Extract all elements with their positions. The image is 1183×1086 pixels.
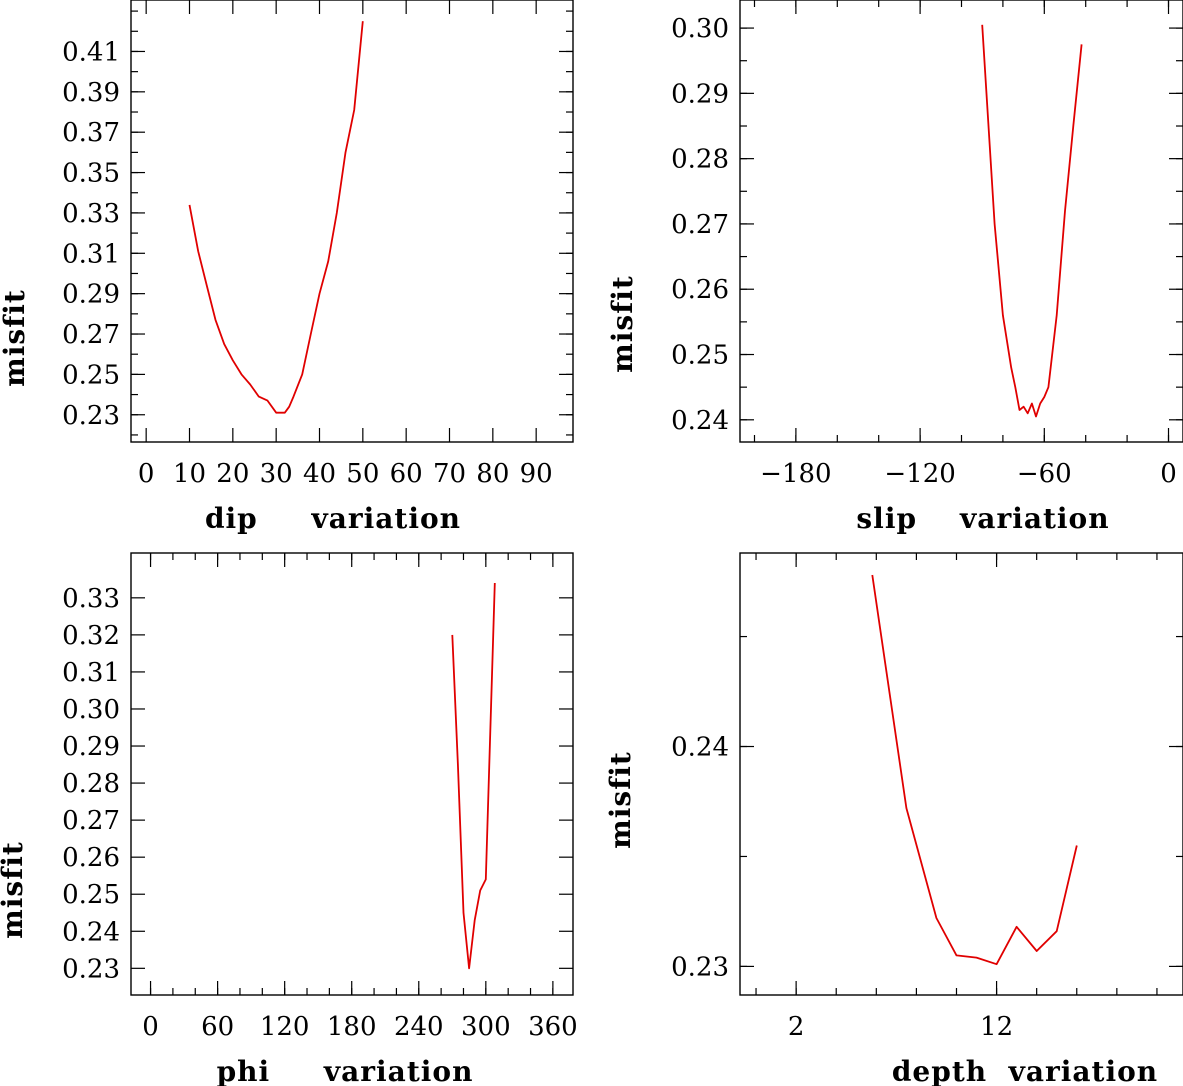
plot-frame (130, 0, 574, 443)
x-axis-label: depth variation (892, 1055, 1158, 1086)
x-axis-label: slip variation (856, 502, 1109, 535)
y-tick-label: 0.31 (62, 658, 120, 688)
x-tick-label: 60 (390, 459, 423, 489)
series-line (981, 24, 1083, 418)
y-tick-label: 0.23 (62, 954, 120, 984)
x-tick-label: 120 (260, 1012, 310, 1042)
y-axis-label: misfit (606, 275, 639, 373)
x-tick-label: 80 (476, 459, 509, 489)
y-tick-label: 0.39 (62, 78, 120, 108)
panel-dip: dip variation misfit 0 10 20 30 40 50 60 70 80 90… (0, 0, 574, 535)
y-tick-label: 0.28 (62, 769, 120, 799)
plot-frame (739, 552, 1183, 996)
panel-depth: depth variation misfit 2 12 0.23 0.24 (604, 552, 1183, 1086)
y-tick-label: 0.37 (62, 118, 120, 148)
x-tick-label: 0 (138, 459, 155, 489)
y-axis-label: misfit (0, 841, 29, 939)
y-tick-label: 0.25 (671, 341, 729, 371)
y-tick-label: 0.30 (62, 695, 120, 725)
y-tick-label: 0.25 (62, 360, 120, 390)
x-tick-label: 2 (788, 1012, 805, 1042)
x-tick-label: 10 (173, 459, 206, 489)
panel-phi: phi variation misfit 0 60 120 180 240 300 360 0… (0, 552, 578, 1086)
x-tick-label: 12 (980, 1012, 1013, 1042)
x-tick-label: 40 (303, 459, 336, 489)
x-tick-label: −60 (1017, 459, 1072, 489)
y-tick-label: 0.29 (62, 732, 120, 762)
x-tick-label: 60 (201, 1012, 234, 1042)
y-tick-label: 0.30 (671, 14, 729, 44)
y-tick-label: 0.27 (671, 210, 729, 240)
series-line (871, 574, 1078, 966)
y-tick-label: 0.26 (62, 843, 120, 873)
x-tick-label: 90 (520, 459, 553, 489)
x-axis-label: dip variation (205, 502, 461, 535)
x-axis-label: phi variation (217, 1055, 474, 1086)
y-tick-label: 0.35 (62, 159, 120, 189)
x-tick-label: 360 (528, 1012, 578, 1042)
y-tick-label: 0.33 (62, 199, 120, 229)
series-line (451, 582, 496, 970)
plot-frame (739, 0, 1183, 443)
y-tick-label: 0.41 (62, 37, 120, 67)
y-tick-label: 0.29 (62, 280, 120, 310)
x-tick-label: −180 (760, 459, 831, 489)
x-tick-label: 50 (346, 459, 379, 489)
series-line (188, 21, 364, 414)
y-tick-label: 0.29 (671, 79, 729, 109)
y-tick-label: 0.27 (62, 320, 120, 350)
x-tick-label: 20 (216, 459, 249, 489)
y-tick-label: 0.32 (62, 621, 120, 651)
y-tick-label: 0.25 (62, 880, 120, 910)
y-tick-label: 0.28 (671, 145, 729, 175)
x-tick-label: 0 (1160, 459, 1177, 489)
x-tick-label: 180 (327, 1012, 377, 1042)
y-tick-label: 0.31 (62, 239, 120, 269)
x-tick-label: 70 (433, 459, 466, 489)
y-tick-label: 0.23 (671, 952, 729, 982)
x-tick-label: 30 (260, 459, 293, 489)
x-tick-label: 300 (461, 1012, 511, 1042)
y-tick-label: 0.23 (62, 401, 120, 431)
y-axis-label: misfit (604, 751, 637, 849)
y-axis-label: misfit (0, 289, 31, 387)
x-tick-label: −120 (884, 459, 955, 489)
x-tick-label: 0 (142, 1012, 159, 1042)
y-tick-label: 0.27 (62, 806, 120, 836)
y-tick-label: 0.24 (62, 917, 120, 947)
y-tick-label: 0.26 (671, 275, 729, 305)
y-tick-label: 0.24 (671, 733, 729, 763)
y-tick-label: 0.24 (671, 406, 729, 436)
panel-slip: slip variation misfit −180 −120 −60 0 0.24 0.… (606, 0, 1183, 535)
x-tick-label: 240 (394, 1012, 444, 1042)
y-tick-label: 0.33 (62, 584, 120, 614)
plot-frame (130, 552, 574, 996)
